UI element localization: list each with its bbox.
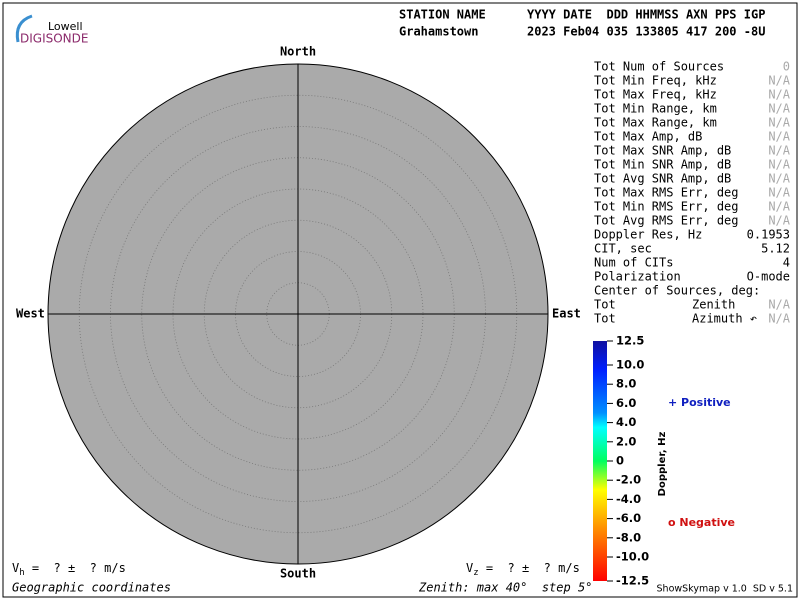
colorbar-tick-label: 4.0	[616, 415, 636, 429]
colorbar-tick-label: 12.5	[616, 334, 644, 348]
center-value: N/A	[768, 298, 790, 312]
stat-label: Tot Avg SNR Amp, dB	[594, 172, 731, 186]
colorbar-tick-label: 8.0	[616, 377, 636, 391]
colorbar-tick-label: -10.0	[616, 550, 649, 564]
header-label: STATION NAME	[399, 8, 486, 22]
colorbar-tick-label: 0	[616, 454, 624, 468]
stat-value: N/A	[768, 214, 790, 228]
south-label: South	[280, 567, 316, 581]
stat-value: O-mode	[747, 270, 790, 284]
stat-value: N/A	[768, 186, 790, 200]
vz-readout: Vz = ? ± ? m/s	[466, 561, 580, 578]
center-value: N/A	[768, 312, 790, 326]
stat-label: Tot Max RMS Err, deg	[594, 186, 739, 200]
center-label: Tot	[594, 298, 616, 312]
stat-value: 0.1953	[747, 228, 790, 242]
legend-negative: o Negative	[668, 516, 735, 529]
stat-value: 5.12	[761, 242, 790, 256]
footer-left: Geographic coordinates	[12, 581, 171, 595]
stat-label: Tot Max Amp, dB	[594, 130, 702, 144]
stat-value: N/A	[768, 130, 790, 144]
colorbar-tick-label: 2.0	[616, 434, 636, 448]
header-value: 2023 Feb04 035 133805 417 200 -8U	[527, 25, 765, 39]
colorbar-tick-label: -2.0	[616, 473, 641, 487]
stat-label: Tot Min RMS Err, deg	[594, 200, 739, 214]
legend-positive: + Positive	[668, 396, 731, 409]
stat-label: Tot Max Range, km	[594, 116, 717, 130]
colorbar	[593, 341, 607, 581]
colorbar-tick-label: -6.0	[616, 511, 641, 525]
stat-value: N/A	[768, 88, 790, 102]
footer-center: Zenith: max 40° step 5°	[418, 581, 592, 595]
stat-value: N/A	[768, 158, 790, 172]
colorbar-ticks: 12.5 10.0 8.0 6.0 4.0 2.0 0 -2.0 -4.0 -6.0 -8.0 -10…	[607, 334, 649, 588]
stats-table: Tot Num of Sources 0 Tot Min Freq, kHz N/A T…	[594, 60, 791, 326]
colorbar-tick-label: -4.0	[616, 492, 641, 506]
stat-label: Num of CITs	[594, 256, 673, 270]
stat-value: N/A	[768, 102, 790, 116]
header-label: YYYY DATE DDD HHMMSS AXN PPS IGP	[527, 8, 765, 22]
stat-label: Doppler Res, Hz	[594, 228, 702, 242]
stat-value: N/A	[768, 172, 790, 186]
colorbar-tick-label: -8.0	[616, 530, 641, 544]
stat-label: Tot Max Freq, kHz	[594, 88, 717, 102]
footer-right: ShowSkymap v 1.0 SD v 5.1	[657, 584, 793, 595]
header-value: Grahamstown	[399, 25, 478, 39]
stat-label: Tot Min Freq, kHz	[594, 74, 717, 88]
center-title: Center of Sources, deg:	[594, 284, 760, 298]
logo-bottom: DIGISONDE	[20, 32, 88, 46]
north-label: North	[280, 45, 316, 59]
west-label: West	[16, 307, 45, 321]
vh-readout: Vh = ? ± ? m/s	[12, 561, 126, 578]
stat-label: Tot Num of Sources	[594, 60, 724, 74]
center-label: Zenith	[692, 298, 735, 312]
stat-label: Polarization	[594, 270, 681, 284]
stat-value: N/A	[768, 116, 790, 130]
stat-label: Tot Avg RMS Err, deg	[594, 214, 739, 228]
stat-label: CIT, sec	[594, 242, 652, 256]
center-label: Azimuth ↶	[692, 312, 757, 326]
stat-value: N/A	[768, 144, 790, 158]
colorbar-tick-label: 10.0	[616, 358, 644, 372]
stat-value: 4	[783, 256, 790, 270]
logo-top: Lowell	[48, 20, 83, 33]
colorbar-tick-label: -12.5	[616, 574, 649, 588]
stat-value: 0	[783, 60, 790, 74]
stat-label: Tot Min Range, km	[594, 102, 717, 116]
center-label: Tot	[594, 312, 616, 326]
stat-value: N/A	[768, 74, 790, 88]
stat-label: Tot Min SNR Amp, dB	[594, 158, 731, 172]
colorbar-label: Doppler, Hz	[657, 432, 668, 497]
east-label: East	[552, 307, 581, 321]
stat-label: Tot Max SNR Amp, dB	[594, 144, 731, 158]
logo-swoosh	[15, 14, 33, 43]
colorbar-tick-label: 6.0	[616, 396, 636, 410]
stat-value: N/A	[768, 200, 790, 214]
